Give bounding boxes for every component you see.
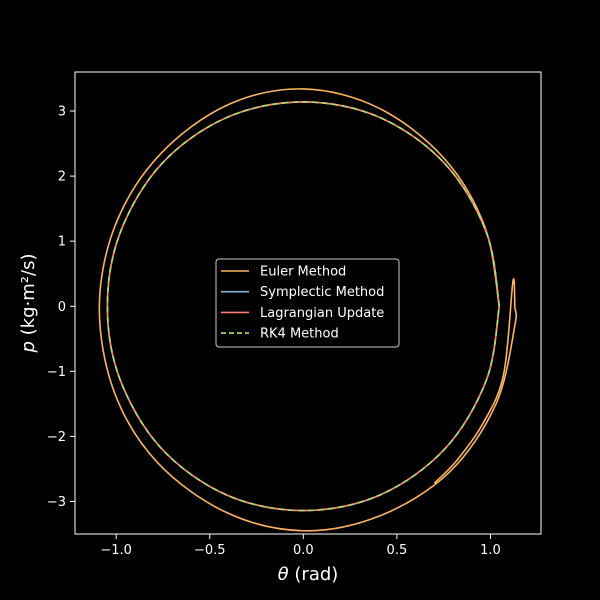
legend-label: Euler Method [260,265,346,280]
legend-label: RK4 Method [260,327,339,342]
series-line-euler-method [98,88,518,532]
y-axis-label: p (kg·m²/s) [18,254,39,354]
x-axis-unit: (rad) [289,564,339,585]
x-tick-label: −0.5 [194,543,226,558]
plot-frame [74,71,542,535]
x-tick-label: 0.5 [387,543,408,558]
legend-box [215,258,400,348]
x-axis-label: θ (rad) [278,564,339,585]
y-tick-label: 3 [58,105,66,120]
ticks-layer: −1.0 −0.5 0.0 0.5 1.0 −3 −2 −1 0 1 2 3 [47,105,501,558]
y-tick-label: 2 [58,170,66,185]
y-tick-label: −2 [47,430,66,445]
x-tick-label: 1.0 [480,543,501,558]
y-tick-label: 0 [58,300,66,315]
series-line-rk4-method [106,101,501,512]
y-axis-symbol: p [18,341,39,353]
legend-label: Symplectic Method [260,285,384,300]
x-tick-label: −1.0 [100,543,132,558]
legend: Euler Method Symplectic Method Lagrangian … [215,258,400,348]
legend-label: Lagrangian Update [260,306,384,321]
y-axis-unit: (kg·m²/s) [18,254,39,342]
x-axis-symbol: θ [278,564,289,585]
series-layer [98,88,518,532]
x-tick-label: 0.0 [293,543,314,558]
y-tick-label: −1 [47,365,66,380]
y-tick-label: −3 [47,495,66,510]
y-tick-label: 1 [58,235,66,250]
legend-entries: Euler Method Symplectic Method Lagrangian … [221,265,384,342]
